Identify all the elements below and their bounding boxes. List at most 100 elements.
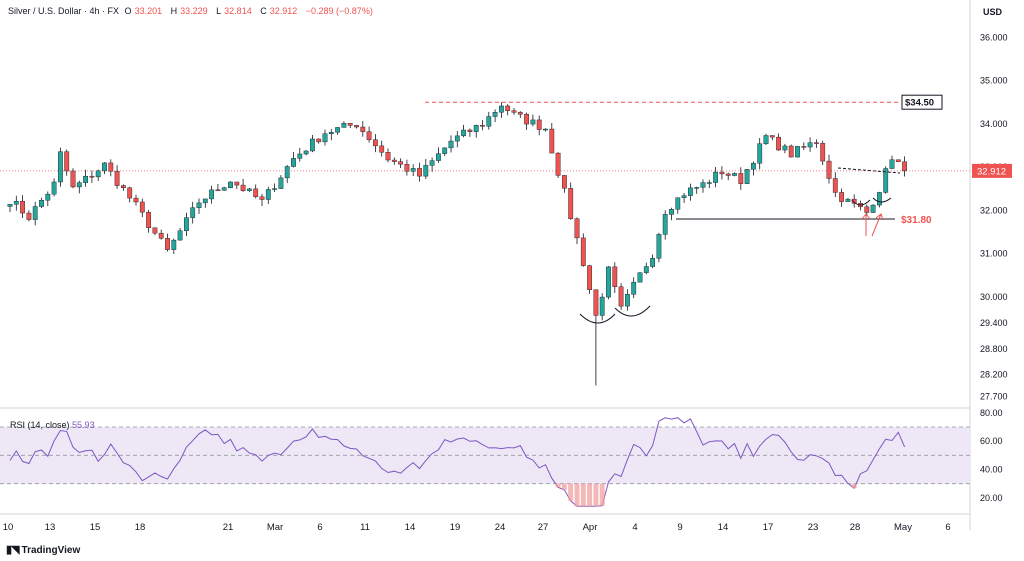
candle-body: [625, 294, 630, 307]
candle-body: [738, 173, 744, 184]
rsi-tick-label: 60.00: [980, 436, 1003, 446]
candle-body: [183, 217, 189, 231]
candle-body: [177, 230, 183, 241]
candle-body: [253, 188, 259, 198]
candle-body: [555, 152, 561, 176]
candle-body: [366, 131, 372, 140]
candle-body: [870, 204, 876, 213]
open-label: O: [124, 6, 132, 16]
low-value: 32.814: [224, 6, 252, 16]
candle-body: [549, 128, 555, 154]
candle-body: [379, 145, 385, 153]
candle-body: [530, 119, 536, 125]
candle-body: [202, 198, 208, 204]
candle-body: [801, 146, 807, 148]
candle-body: [839, 192, 845, 202]
candle-body: [637, 272, 643, 283]
candle-body: [795, 146, 800, 158]
close-value: 32.912: [269, 6, 298, 16]
candle-body: [410, 168, 416, 172]
candle-body: [562, 175, 567, 189]
candle-body: [398, 161, 403, 165]
low-label: L: [216, 6, 222, 16]
candle-body: [240, 184, 246, 191]
candle-body: [499, 105, 504, 113]
candle-body: [650, 258, 656, 267]
candle-body: [694, 187, 700, 189]
candle-body: [643, 266, 649, 273]
recent-bottom-arc-right: [872, 197, 892, 203]
candle-body: [196, 202, 202, 208]
bottom-arc-right: [614, 305, 651, 317]
price-tick-label: 27.700: [980, 391, 1008, 401]
candle-body: [95, 170, 101, 178]
arrow-up-right: [871, 213, 884, 237]
candle-body: [662, 214, 668, 235]
time-tick-label: 28: [850, 522, 861, 533]
candle-body: [807, 142, 813, 148]
candle-body: [719, 171, 725, 175]
candle-body: [864, 206, 870, 213]
candle-body: [845, 198, 851, 202]
candle-body: [568, 188, 574, 219]
price-tick-label: 28.800: [980, 344, 1008, 354]
time-tick-label: 17: [763, 522, 774, 533]
candle-body: [45, 193, 51, 201]
time-tick-label: Mar: [267, 522, 283, 533]
candle-body: [89, 175, 95, 178]
time-tick-label: 19: [450, 522, 461, 533]
candle-body: [278, 177, 284, 189]
candle-body: [20, 201, 25, 214]
candle-body: [889, 159, 895, 169]
candle-body: [751, 162, 756, 170]
candle-body: [158, 232, 164, 239]
candle-body: [265, 189, 271, 200]
candle-body: [851, 198, 857, 204]
rsi-tick-label: 20.00: [980, 493, 1003, 503]
candle-body: [171, 239, 177, 250]
change-value: −0.289 (−0.87%): [305, 6, 373, 16]
support-label: $31.80: [901, 215, 932, 226]
candle-body: [272, 188, 277, 190]
candle-body: [127, 187, 133, 199]
rsi-tick-label: 80.00: [980, 408, 1003, 418]
candle-body: [385, 152, 391, 161]
candle-body: [832, 178, 838, 193]
candle-body: [341, 123, 347, 128]
rsi-legend: RSI (14, close) 55.93: [10, 420, 95, 430]
symbol-legend: Silver / U.S. Dollar · 4h · FX O 33.201 H…: [8, 6, 376, 16]
candle-body: [524, 113, 530, 125]
rsi-legend-value: 55.93: [72, 420, 95, 430]
candle-body: [763, 135, 769, 144]
candle-body: [328, 132, 334, 134]
time-tick-label: 6: [945, 522, 950, 533]
candle-body: [454, 135, 460, 142]
candle-body: [291, 158, 296, 167]
candle-body: [700, 182, 706, 188]
time-tick-label: 23: [808, 522, 819, 533]
candle-body: [725, 173, 731, 176]
high-label: H: [170, 6, 178, 16]
candle-body: [259, 196, 265, 200]
bottom-arc-left: [579, 313, 616, 324]
candle-body: [120, 185, 126, 189]
arrow-up-left: [861, 213, 871, 236]
price-tick-label: 36.000: [980, 32, 1008, 42]
candle-body: [373, 139, 378, 147]
resistance-label-box: [901, 94, 943, 110]
candle-body: [146, 211, 151, 228]
candle-body: [612, 266, 618, 287]
price-tick-label: 32.000: [980, 205, 1008, 215]
candle-body: [32, 206, 38, 220]
candle-body: [883, 168, 889, 193]
recent-bottom-arc-left: [851, 199, 871, 206]
time-tick-label: 14: [718, 522, 729, 533]
candle-body: [675, 197, 681, 210]
time-tick-label: 4: [632, 522, 637, 533]
candle-body: [713, 171, 719, 183]
candle-body: [732, 173, 737, 176]
candle-body: [517, 112, 523, 115]
tradingview-brand: TradingView: [21, 545, 81, 556]
